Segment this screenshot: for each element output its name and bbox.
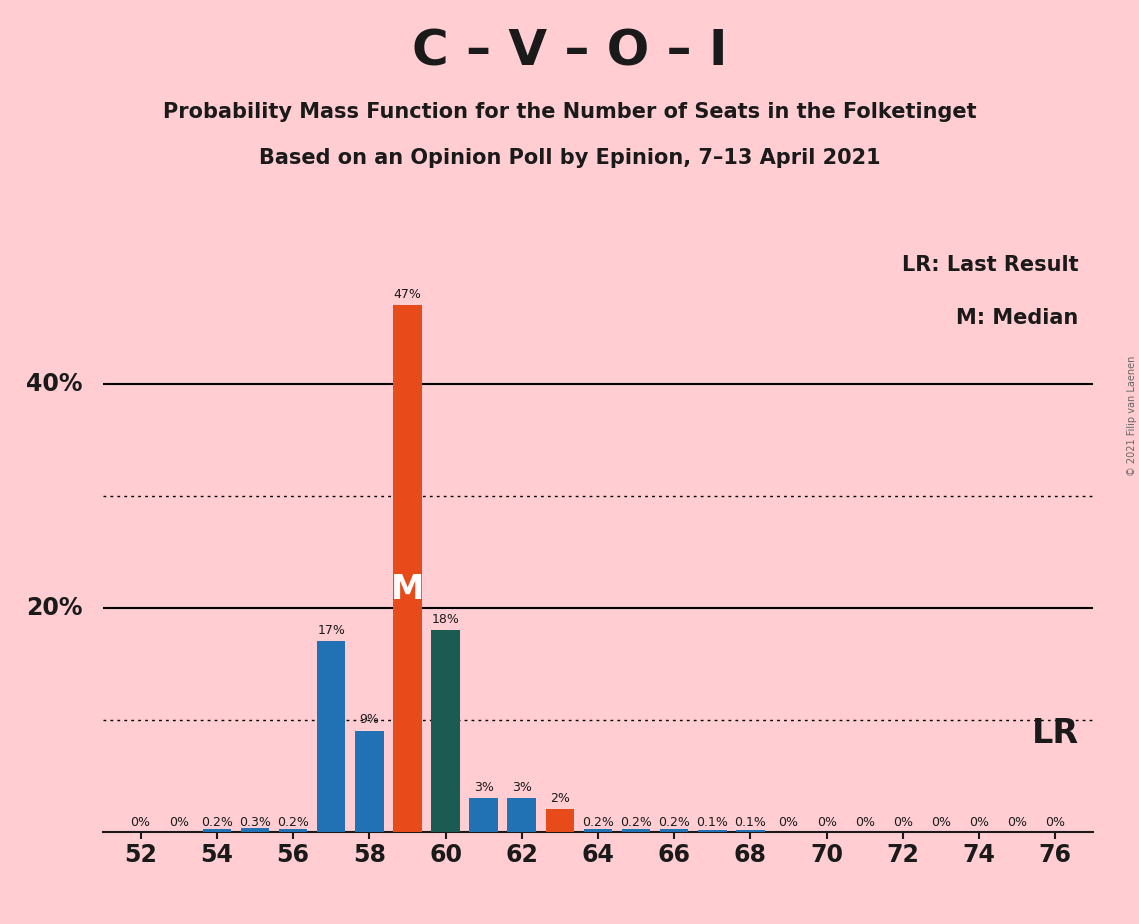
Text: 0.1%: 0.1% [696, 817, 728, 830]
Text: 20%: 20% [26, 596, 83, 620]
Text: 0.2%: 0.2% [658, 817, 690, 830]
Text: 0.2%: 0.2% [277, 817, 309, 830]
Text: 0.3%: 0.3% [239, 817, 271, 830]
Bar [698, 831, 727, 832]
Text: 3%: 3% [511, 781, 532, 794]
Text: 0.2%: 0.2% [582, 817, 614, 830]
Bar [508, 798, 536, 832]
Text: 17%: 17% [318, 624, 345, 637]
Bar [546, 809, 574, 832]
Text: 0%: 0% [931, 817, 951, 830]
Bar [203, 830, 231, 832]
Text: 0%: 0% [1046, 817, 1065, 830]
Text: 0%: 0% [893, 817, 912, 830]
Text: M: Median: M: Median [957, 308, 1079, 328]
Text: 0%: 0% [969, 817, 989, 830]
Text: 0%: 0% [169, 817, 189, 830]
Bar [279, 830, 308, 832]
Bar [393, 306, 421, 832]
Text: © 2021 Filip van Laenen: © 2021 Filip van Laenen [1126, 356, 1137, 476]
Text: 0%: 0% [854, 817, 875, 830]
Text: 40%: 40% [26, 371, 83, 395]
Text: 0%: 0% [131, 817, 150, 830]
Text: C – V – O – I: C – V – O – I [412, 28, 727, 76]
Bar [317, 641, 345, 832]
Text: 0.1%: 0.1% [735, 817, 767, 830]
Text: 9%: 9% [360, 713, 379, 726]
Bar [432, 630, 460, 832]
Text: LR: Last Result: LR: Last Result [902, 255, 1079, 275]
Bar [583, 830, 613, 832]
Bar [355, 731, 384, 832]
Text: LR: LR [1032, 717, 1079, 750]
Text: 0.2%: 0.2% [620, 817, 652, 830]
Text: 0%: 0% [779, 817, 798, 830]
Text: 3%: 3% [474, 781, 493, 794]
Bar [622, 830, 650, 832]
Text: 0%: 0% [817, 817, 837, 830]
Bar [469, 798, 498, 832]
Text: M: M [391, 573, 424, 606]
Bar [736, 831, 764, 832]
Text: 2%: 2% [550, 792, 570, 805]
Text: Probability Mass Function for the Number of Seats in the Folketinget: Probability Mass Function for the Number… [163, 102, 976, 122]
Bar [659, 830, 688, 832]
Text: 47%: 47% [393, 288, 421, 301]
Text: 0.2%: 0.2% [200, 817, 232, 830]
Text: 0%: 0% [1007, 817, 1027, 830]
Text: 18%: 18% [432, 613, 459, 626]
Text: Based on an Opinion Poll by Epinion, 7–13 April 2021: Based on an Opinion Poll by Epinion, 7–1… [259, 148, 880, 168]
Bar [240, 828, 269, 832]
